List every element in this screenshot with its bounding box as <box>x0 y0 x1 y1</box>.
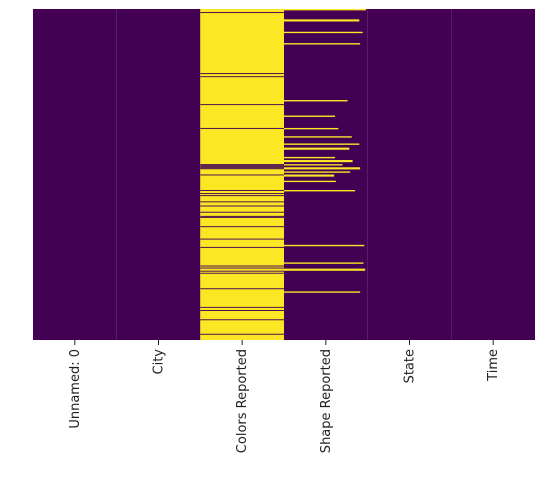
missing-row-shape-reported <box>284 147 350 150</box>
x-tick-label-time: Time <box>486 349 501 382</box>
missing-row-shape-reported <box>284 262 364 264</box>
x-tick-label-colors-reported: Colors Reported <box>235 349 250 453</box>
heatmap-cells <box>33 9 535 340</box>
present-row-colors-reported <box>200 310 284 311</box>
missing-row-shape-reported <box>284 19 360 22</box>
missing-row-shape-reported <box>284 9 366 11</box>
missing-row-shape-reported <box>284 100 348 102</box>
missing-row-shape-reported <box>284 180 336 183</box>
present-row-colors-reported <box>200 216 284 218</box>
present-row-colors-reported <box>200 190 284 191</box>
present-row-colors-reported <box>200 12 284 14</box>
present-row-colors-reported <box>200 288 284 290</box>
present-row-colors-reported <box>200 215 284 217</box>
present-row-colors-reported <box>200 306 284 308</box>
present-row-colors-reported <box>200 211 284 213</box>
missing-row-shape-reported <box>284 190 356 192</box>
x-tick-label-state: State <box>403 349 418 383</box>
present-row-colors-reported <box>200 246 284 248</box>
missing-row-shape-reported <box>284 160 353 163</box>
missing-row-shape-reported <box>284 136 352 138</box>
missing-row-shape-reported <box>284 268 366 271</box>
missing-row-shape-reported <box>284 171 351 173</box>
present-row-colors-reported <box>200 195 284 197</box>
x-tick-label-city: City <box>152 349 167 375</box>
missing-row-shape-reported <box>284 127 339 130</box>
present-row-colors-reported <box>200 267 284 269</box>
present-row-colors-reported <box>200 226 284 228</box>
missing-row-shape-reported <box>284 244 365 247</box>
present-row-colors-reported <box>200 76 284 78</box>
present-row-colors-reported <box>200 201 284 203</box>
present-row-colors-reported <box>200 167 284 169</box>
present-row-colors-reported <box>200 168 284 170</box>
column-state <box>367 9 452 340</box>
present-row-colors-reported <box>200 127 284 129</box>
missing-row-shape-reported <box>284 115 336 117</box>
column-unnamed-0 <box>33 9 117 340</box>
x-tick-label-shape-reported: Shape Reported <box>319 349 334 453</box>
present-row-colors-reported <box>200 166 284 168</box>
missing-row-shape-reported <box>284 31 363 34</box>
present-row-colors-reported <box>200 272 284 274</box>
column-city <box>116 9 201 340</box>
present-row-colors-reported <box>200 164 284 166</box>
missing-row-shape-reported <box>284 174 335 177</box>
missing-row-shape-reported <box>284 43 361 45</box>
missing-row-shape-reported <box>284 156 336 159</box>
present-row-colors-reported <box>200 193 284 195</box>
present-row-colors-reported <box>200 319 284 321</box>
present-row-colors-reported <box>200 205 284 207</box>
missing-row-shape-reported <box>284 291 361 293</box>
present-row-colors-reported <box>200 165 284 167</box>
present-row-colors-reported <box>200 265 284 267</box>
present-row-colors-reported <box>200 104 284 106</box>
missing-row-shape-reported <box>284 164 343 166</box>
x-axis: Unnamed: 0 City Colors Reported Shape Repor… <box>68 340 501 453</box>
present-row-colors-reported <box>200 238 284 240</box>
present-row-colors-reported <box>200 174 284 176</box>
present-row-colors-reported <box>200 73 284 75</box>
present-row-colors-reported <box>200 270 284 272</box>
column-time <box>451 9 535 340</box>
present-row-colors-reported <box>200 333 284 335</box>
missing-row-shape-reported <box>284 167 361 170</box>
missing-row-shape-reported <box>284 143 360 145</box>
x-tick-label-unnamed-0: Unnamed: 0 <box>68 349 83 429</box>
